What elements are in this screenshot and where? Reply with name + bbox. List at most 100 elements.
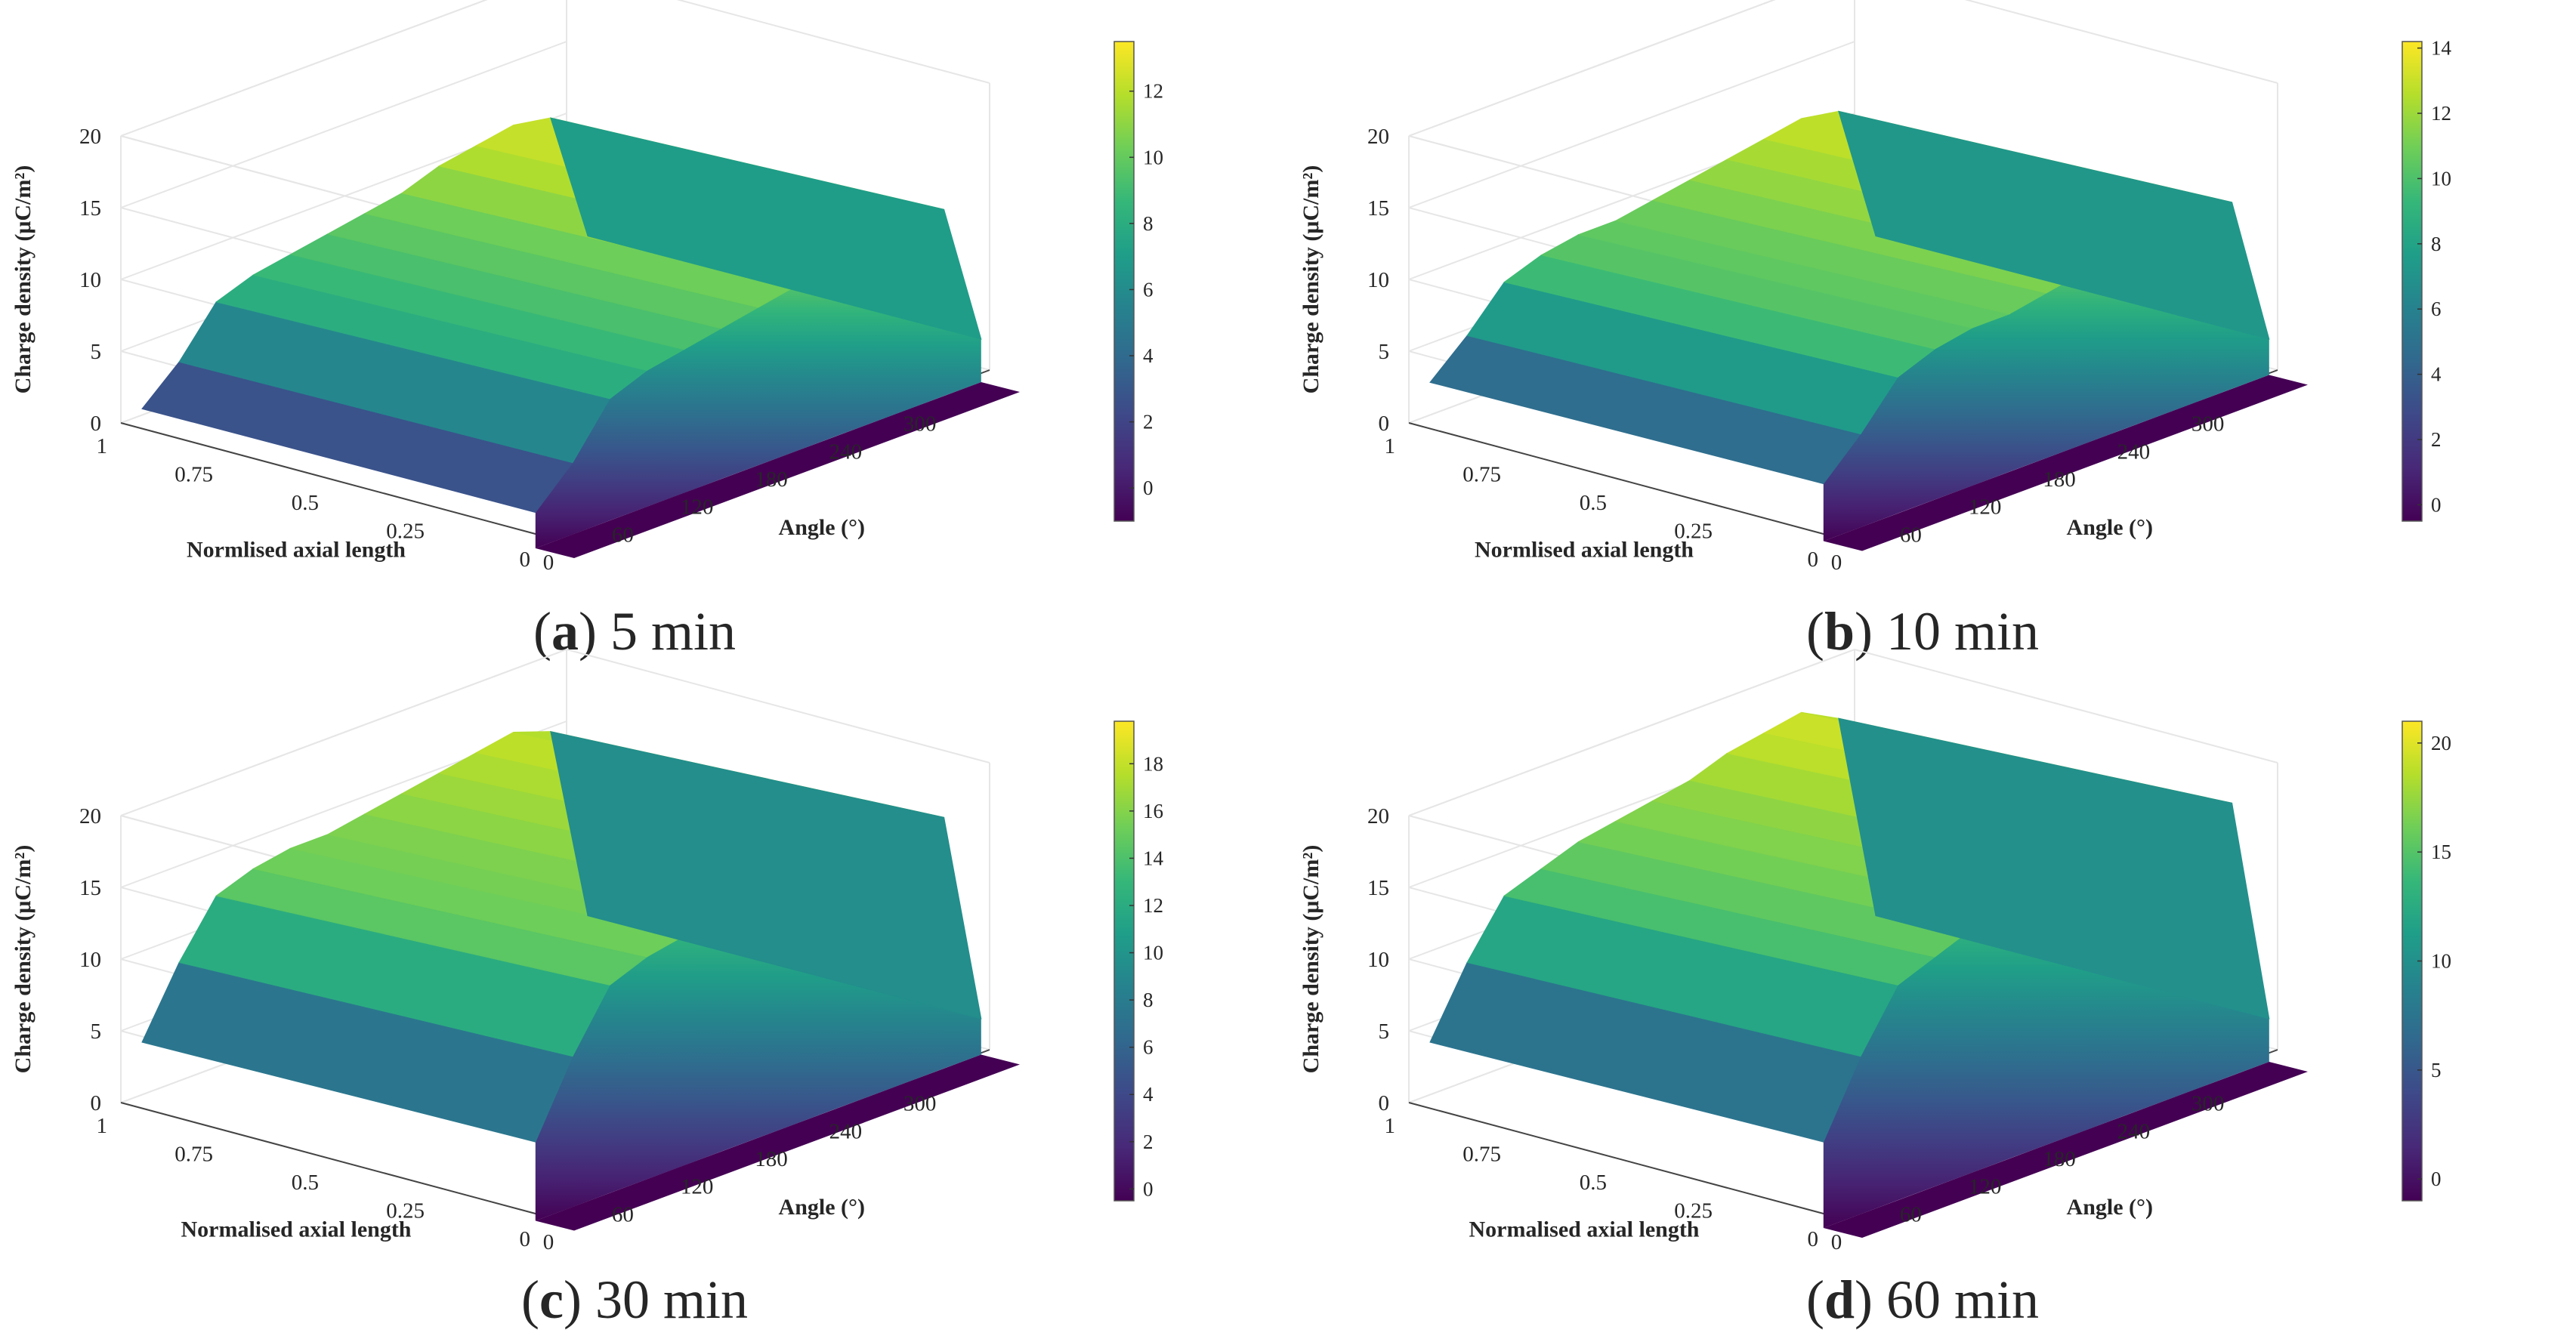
z-tick-label: 0	[1379, 1091, 1390, 1115]
colorbar-tick-label: 8	[1143, 989, 1154, 1011]
colorbar-tick-label: 12	[1143, 80, 1163, 103]
colorbar-tick-label: 4	[1143, 1083, 1154, 1106]
colorbar-tick-label: 8	[2431, 233, 2442, 255]
x-tick-label: 0	[543, 551, 554, 575]
y-tick-label: 0	[1808, 548, 1819, 572]
caption-open-paren: (	[533, 601, 551, 662]
y-axis-line	[120, 1102, 545, 1217]
x-tick-label: 60	[1900, 1202, 1922, 1226]
grid-line	[1408, 41, 1855, 208]
z-tick-label: 15	[1367, 876, 1389, 900]
colorbar-tick-label: 20	[2431, 732, 2451, 754]
y-tick-label: 0.5	[1580, 491, 1607, 515]
panel-label: d	[1824, 1270, 1855, 1330]
colorbar-tick-label: 10	[2431, 167, 2451, 190]
colorbar-tick-label: 2	[1143, 411, 1154, 433]
y-tick-label: 0.25	[1674, 520, 1713, 544]
x-tick-label: 240	[829, 440, 863, 464]
z-tick-label: 5	[91, 340, 102, 364]
y-axis-label: Normlised axial length	[187, 538, 406, 563]
y-tick-label: 0.5	[1580, 1171, 1607, 1195]
x-axis-label: Angle (°)	[2067, 515, 2153, 540]
x-tick-label: 120	[1969, 1175, 2002, 1199]
grid-line	[120, 41, 567, 208]
caption-text: ) 5 min	[579, 601, 736, 662]
panel-caption: (c) 30 min	[521, 1270, 748, 1330]
z-axis-label: Charge density (μC/m²)	[1299, 845, 1324, 1074]
x-tick-label: 240	[2117, 1119, 2151, 1143]
x-tick-label: 0	[1831, 1230, 1842, 1254]
y-tick-label: 0	[520, 548, 531, 572]
y-axis-label: Normlised axial length	[1475, 538, 1694, 563]
chart-panel-b: 06012018024030000.250.50.75105101520Angl…	[1299, 0, 2452, 662]
y-tick-label: 1	[1385, 1114, 1396, 1138]
x-tick-label: 240	[2117, 440, 2151, 464]
colorbar-tick-label: 16	[1143, 800, 1163, 822]
y-axis-line	[120, 422, 545, 537]
colorbar-tick-label: 2	[2431, 428, 2442, 451]
z-tick-label: 5	[1379, 1020, 1390, 1044]
colorbar-tick-label: 4	[1143, 344, 1154, 367]
panel-caption: (b) 10 min	[1806, 601, 2039, 662]
z-tick-label: 20	[79, 125, 101, 149]
z-tick-label: 15	[79, 876, 101, 900]
z-tick-label: 0	[91, 1091, 102, 1115]
z-axis-label: Charge density (μC/m²)	[11, 845, 36, 1074]
x-axis-label: Angle (°)	[779, 1195, 865, 1220]
surface-floor	[1823, 1062, 2308, 1238]
surface-top-patch	[1838, 110, 2270, 340]
z-tick-label: 20	[1367, 125, 1389, 149]
y-tick-label: 0.25	[386, 520, 425, 544]
surface-floor	[535, 382, 1020, 558]
z-tick-label: 5	[91, 1020, 102, 1044]
colorbar-tick-label: 15	[2431, 841, 2451, 863]
x-tick-label: 60	[612, 1202, 634, 1226]
colorbar-tick-label: 14	[2431, 37, 2452, 60]
y-tick-label: 0.75	[1463, 463, 1501, 487]
colorbar-tick-label: 14	[1143, 847, 1164, 869]
z-axis-label: Charge density (μC/m²)	[1299, 165, 1324, 394]
colorbar-tick-label: 0	[2431, 493, 2442, 516]
y-tick-label: 0.25	[1674, 1199, 1713, 1223]
x-tick-label: 120	[1969, 495, 2002, 520]
grid-line	[676, 0, 990, 84]
x-tick-label: 240	[829, 1119, 863, 1143]
y-tick-label: 1	[97, 434, 108, 458]
y-axis-line	[1408, 1102, 1833, 1217]
panel-label: b	[1824, 601, 1855, 662]
z-tick-label: 5	[1379, 340, 1390, 364]
colorbar-tick-label: 8	[1143, 212, 1154, 235]
caption-open-paren: (	[521, 1270, 539, 1330]
grid-line	[1408, 649, 1855, 816]
z-axis-label: Charge density (μC/m²)	[11, 165, 36, 394]
colorbar-tick-label: 10	[2431, 950, 2451, 973]
x-tick-label: 180	[755, 1147, 788, 1171]
chart-panel-a: 06012018024030000.250.50.75105101520Angl…	[11, 0, 1163, 662]
grid-line	[1964, 0, 2278, 84]
colorbar-tick-label: 12	[2431, 102, 2451, 125]
z-tick-label: 20	[79, 804, 101, 828]
grid-line	[120, 0, 488, 137]
y-tick-label: 0.5	[292, 1171, 319, 1195]
chart-panel-d: 06012018024030000.250.50.75105101520Angl…	[1299, 649, 2451, 1330]
colorbar	[2401, 41, 2423, 522]
y-tick-label: 0	[520, 1227, 531, 1251]
y-tick-label: 1	[97, 1114, 108, 1138]
colorbar-tick-label: 12	[1143, 894, 1163, 917]
z-tick-label: 15	[1367, 196, 1389, 221]
x-axis-label: Angle (°)	[2067, 1195, 2153, 1220]
caption-text: ) 10 min	[1855, 601, 2039, 662]
panel-caption: (d) 60 min	[1806, 1270, 2039, 1330]
y-tick-label: 0.75	[175, 1143, 213, 1167]
grid-line	[1854, 649, 2278, 764]
colorbar	[1113, 41, 1135, 522]
x-tick-label: 300	[2191, 1092, 2225, 1116]
z-tick-label: 0	[1379, 412, 1390, 436]
grid-line	[566, 649, 990, 764]
colorbar-tick-label: 4	[2431, 363, 2442, 386]
z-tick-label: 10	[1367, 948, 1389, 972]
z-tick-label: 10	[79, 268, 101, 292]
z-tick-label: 10	[1367, 268, 1389, 292]
x-tick-label: 60	[612, 523, 634, 547]
